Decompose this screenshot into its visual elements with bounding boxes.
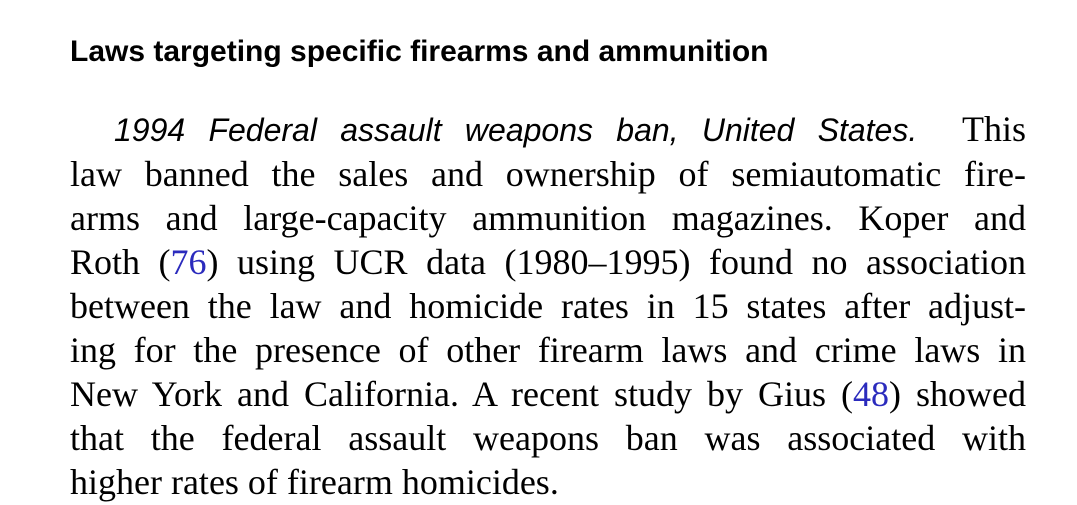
body-paragraph: 1994 Federal assault weapons ban, United… — [70, 107, 1026, 504]
line-4-start: Roth ( — [70, 242, 171, 282]
paragraph-line-8: that the federal assault weapons ban was… — [70, 418, 1026, 458]
line-7-start: New York and California. A recent study … — [70, 374, 853, 414]
citation-link-48[interactable]: 48 — [853, 374, 889, 414]
line-7-end: ) showed — [889, 374, 1026, 414]
paragraph-line-3: arms and large-capacity ammunition magaz… — [70, 198, 1026, 238]
paragraph-line-7: New York and California. A recent study … — [70, 372, 1026, 416]
paragraph-line-2: law banned the sales and ownership of se… — [70, 154, 1026, 194]
paragraph-line-4: Roth (76) using UCR data (1980–1995) fou… — [70, 240, 1026, 284]
paragraph-line-6: ing for the presence of other firearm la… — [70, 330, 1026, 370]
section-heading: Laws targeting specific firearms and amm… — [70, 35, 769, 68]
line-4-end: ) using UCR data (1980–1995) found no as… — [206, 242, 1026, 282]
lead-title: 1994 Federal assault weapons ban, United… — [114, 112, 918, 148]
paragraph-line-1: 1994 Federal assault weapons ban, United… — [70, 107, 1026, 152]
citation-link-76[interactable]: 76 — [170, 242, 207, 282]
paragraph-line-5: between the law and homicide rates in 15… — [70, 286, 1026, 326]
paragraph-line-9: higher rates of firearm homicides. — [70, 462, 559, 502]
line-1-rest: This — [962, 109, 1027, 149]
